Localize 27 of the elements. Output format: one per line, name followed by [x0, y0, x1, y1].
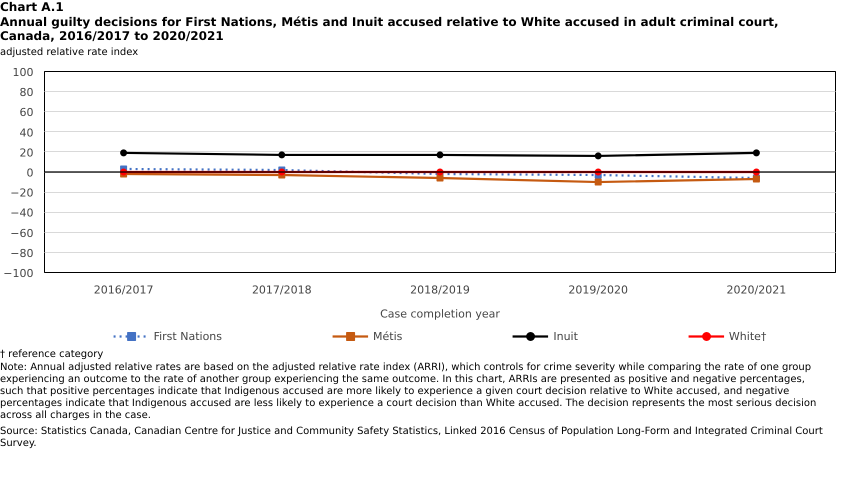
x-tick-label: 2016/2017: [94, 284, 154, 296]
legend-label: Inuit: [553, 330, 578, 342]
chart-title: Chart A.1: [0, 0, 64, 14]
y-tick-label: −60: [10, 226, 34, 240]
x-tick-label: 2019/2020: [568, 284, 628, 296]
y-tick-label: 40: [20, 126, 34, 140]
x-tick-label: 2018/2019: [410, 284, 470, 296]
y-tick-label: 60: [20, 106, 34, 120]
y-tick-label: 0: [26, 166, 34, 180]
x-tick-label: 2017/2018: [252, 284, 312, 296]
y-tick-label: −20: [10, 186, 34, 200]
source-note: Source: Statistics Canada, Canadian Centre for Justice and Community Safety Statistics, Linked 2016 Census of Population Long-Form and Integrated Criminal Court Survey.: [0, 426, 824, 450]
y-tick-label: 80: [20, 86, 34, 100]
x-tick-label: 2020/2021: [726, 284, 786, 296]
chart-subtitle: Annual guilty decisions for First Nations, Métis and Inuit accused relative to White accused in adult criminal court, Canada, 2016/2017 to 2020/2021: [0, 15, 780, 44]
y-tick-label: −100: [3, 267, 34, 280]
legend-label: Métis: [373, 330, 402, 342]
y-axis-title: adjusted relative rate index: [0, 47, 138, 59]
y-tick-label: −80: [10, 246, 34, 260]
text: † reference category: [0, 349, 104, 361]
legend-label: White†: [728, 330, 766, 342]
y-tick-label: −40: [10, 206, 34, 220]
text: Note: Annual adjusted relative rates are based on the adjusted relative rate index (ARRI), which controls for crime severity while comparing the rate of one group experiencing an outcome to the rate of another group experiencing the same outcome. In this chart, ARRIs are presented as positive and negative percentages, such that positive percentages indicate that Indigenous accused are more likely to experience a given court decision relative to White accused, and negative percentages indicate that Indigenous accused are less likely to experience a court decision than White accused. The decision represents the most serious decision across all charges in the case.: [0, 362, 818, 422]
x-axis-title: Case completion year: [380, 308, 500, 320]
y-tick-label: 20: [20, 146, 34, 160]
y-tick-label: 100: [12, 66, 34, 79]
legend-label: First Nations: [154, 330, 222, 342]
